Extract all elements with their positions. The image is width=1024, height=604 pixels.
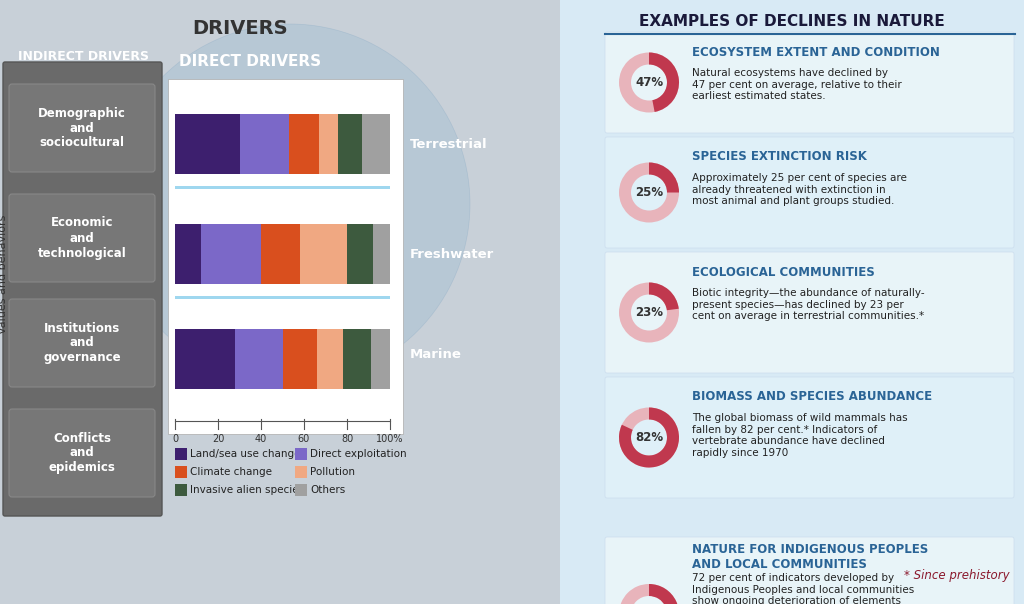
Bar <box>362 114 390 174</box>
Bar <box>175 114 240 174</box>
Text: 82%: 82% <box>635 431 664 444</box>
Bar <box>560 0 1024 604</box>
Text: Institutions
and
governance: Institutions and governance <box>43 321 121 364</box>
Bar <box>175 186 390 189</box>
Wedge shape <box>618 283 679 342</box>
Text: Values and behaviors: Values and behaviors <box>0 214 8 333</box>
Bar <box>175 484 187 496</box>
Bar <box>300 224 347 284</box>
Text: Pollution: Pollution <box>310 467 355 477</box>
Wedge shape <box>649 53 679 112</box>
Bar <box>175 466 187 478</box>
Text: Conflicts
and
epidemics: Conflicts and epidemics <box>48 431 116 475</box>
Text: BIOMASS AND SPECIES ABUNDANCE: BIOMASS AND SPECIES ABUNDANCE <box>692 391 932 403</box>
Wedge shape <box>618 162 679 222</box>
Text: Marine: Marine <box>410 347 462 361</box>
Text: SPECIES EXTINCTION RISK: SPECIES EXTINCTION RISK <box>692 150 867 164</box>
Wedge shape <box>618 53 679 112</box>
Text: ECOSYSTEM EXTENT AND CONDITION: ECOSYSTEM EXTENT AND CONDITION <box>692 45 940 59</box>
Bar <box>175 296 390 299</box>
Text: Climate change: Climate change <box>190 467 272 477</box>
Text: Land/sea use change: Land/sea use change <box>190 449 300 459</box>
Bar <box>371 329 390 389</box>
Text: 72 per cent of indicators developed by
Indigenous Peoples and local communities
: 72 per cent of indicators developed by I… <box>692 573 914 604</box>
Bar <box>236 329 283 389</box>
Text: 23%: 23% <box>635 306 663 319</box>
Text: Terrestrial: Terrestrial <box>410 138 487 150</box>
Text: NATURE FOR INDIGENOUS PEOPLES
AND LOCAL COMMUNITIES: NATURE FOR INDIGENOUS PEOPLES AND LOCAL … <box>692 543 928 571</box>
Text: INDIRECT DRIVERS: INDIRECT DRIVERS <box>17 50 148 62</box>
Text: ECOLOGICAL COMMUNITIES: ECOLOGICAL COMMUNITIES <box>692 266 874 278</box>
Text: DIRECT DRIVERS: DIRECT DRIVERS <box>179 54 322 68</box>
Wedge shape <box>618 408 679 467</box>
Text: 20: 20 <box>212 434 224 444</box>
FancyBboxPatch shape <box>9 84 155 172</box>
Bar <box>283 329 316 389</box>
Bar <box>175 448 187 460</box>
Bar <box>295 448 307 460</box>
Bar <box>347 224 373 284</box>
FancyBboxPatch shape <box>605 537 1014 604</box>
Bar <box>289 114 319 174</box>
Wedge shape <box>620 584 679 604</box>
Text: Freshwater: Freshwater <box>410 248 495 260</box>
Circle shape <box>110 24 470 384</box>
FancyBboxPatch shape <box>605 252 1014 373</box>
Bar <box>240 114 289 174</box>
Bar <box>319 114 338 174</box>
Text: 25%: 25% <box>635 186 664 199</box>
Wedge shape <box>649 283 679 310</box>
Text: Biotic integrity—the abundance of naturally-
present species—has declined by 23 : Biotic integrity—the abundance of natura… <box>692 288 925 321</box>
Text: Invasive alien species: Invasive alien species <box>190 485 304 495</box>
Bar <box>0 0 560 604</box>
Text: The global biomass of wild mammals has
fallen by 82 per cent.* Indicators of
ver: The global biomass of wild mammals has f… <box>692 413 907 458</box>
Text: 47%: 47% <box>635 76 664 89</box>
Text: 100%: 100% <box>376 434 403 444</box>
Text: Demographic
and
sociocultural: Demographic and sociocultural <box>38 106 126 150</box>
Bar <box>261 224 300 284</box>
FancyBboxPatch shape <box>605 377 1014 498</box>
Text: Natural ecosystems have declined by
47 per cent on average, relative to their
ea: Natural ecosystems have declined by 47 p… <box>692 68 902 101</box>
Bar <box>168 79 403 434</box>
FancyBboxPatch shape <box>9 194 155 282</box>
Wedge shape <box>649 162 679 193</box>
Wedge shape <box>618 408 679 467</box>
Text: Others: Others <box>310 485 345 495</box>
Text: DRIVERS: DRIVERS <box>193 19 288 39</box>
Wedge shape <box>618 584 679 604</box>
FancyBboxPatch shape <box>3 62 162 516</box>
Text: Direct exploitation: Direct exploitation <box>310 449 407 459</box>
FancyBboxPatch shape <box>605 32 1014 133</box>
Text: 40: 40 <box>255 434 267 444</box>
Text: Approximately 25 per cent of species are
already threatened with extinction in
m: Approximately 25 per cent of species are… <box>692 173 907 206</box>
FancyBboxPatch shape <box>9 409 155 497</box>
Bar <box>295 484 307 496</box>
Text: 60: 60 <box>298 434 310 444</box>
Bar <box>338 114 362 174</box>
Bar <box>295 466 307 478</box>
Bar <box>175 329 236 389</box>
FancyBboxPatch shape <box>9 299 155 387</box>
Text: 0: 0 <box>172 434 178 444</box>
Bar <box>343 329 371 389</box>
Text: 80: 80 <box>341 434 353 444</box>
Text: * Since prehistory: * Since prehistory <box>904 570 1010 582</box>
Text: EXAMPLES OF DECLINES IN NATURE: EXAMPLES OF DECLINES IN NATURE <box>639 14 945 30</box>
FancyBboxPatch shape <box>605 137 1014 248</box>
Bar <box>373 224 390 284</box>
Bar <box>316 329 343 389</box>
Bar <box>201 224 261 284</box>
Bar <box>175 224 201 284</box>
Text: Economic
and
technological: Economic and technological <box>38 216 126 260</box>
